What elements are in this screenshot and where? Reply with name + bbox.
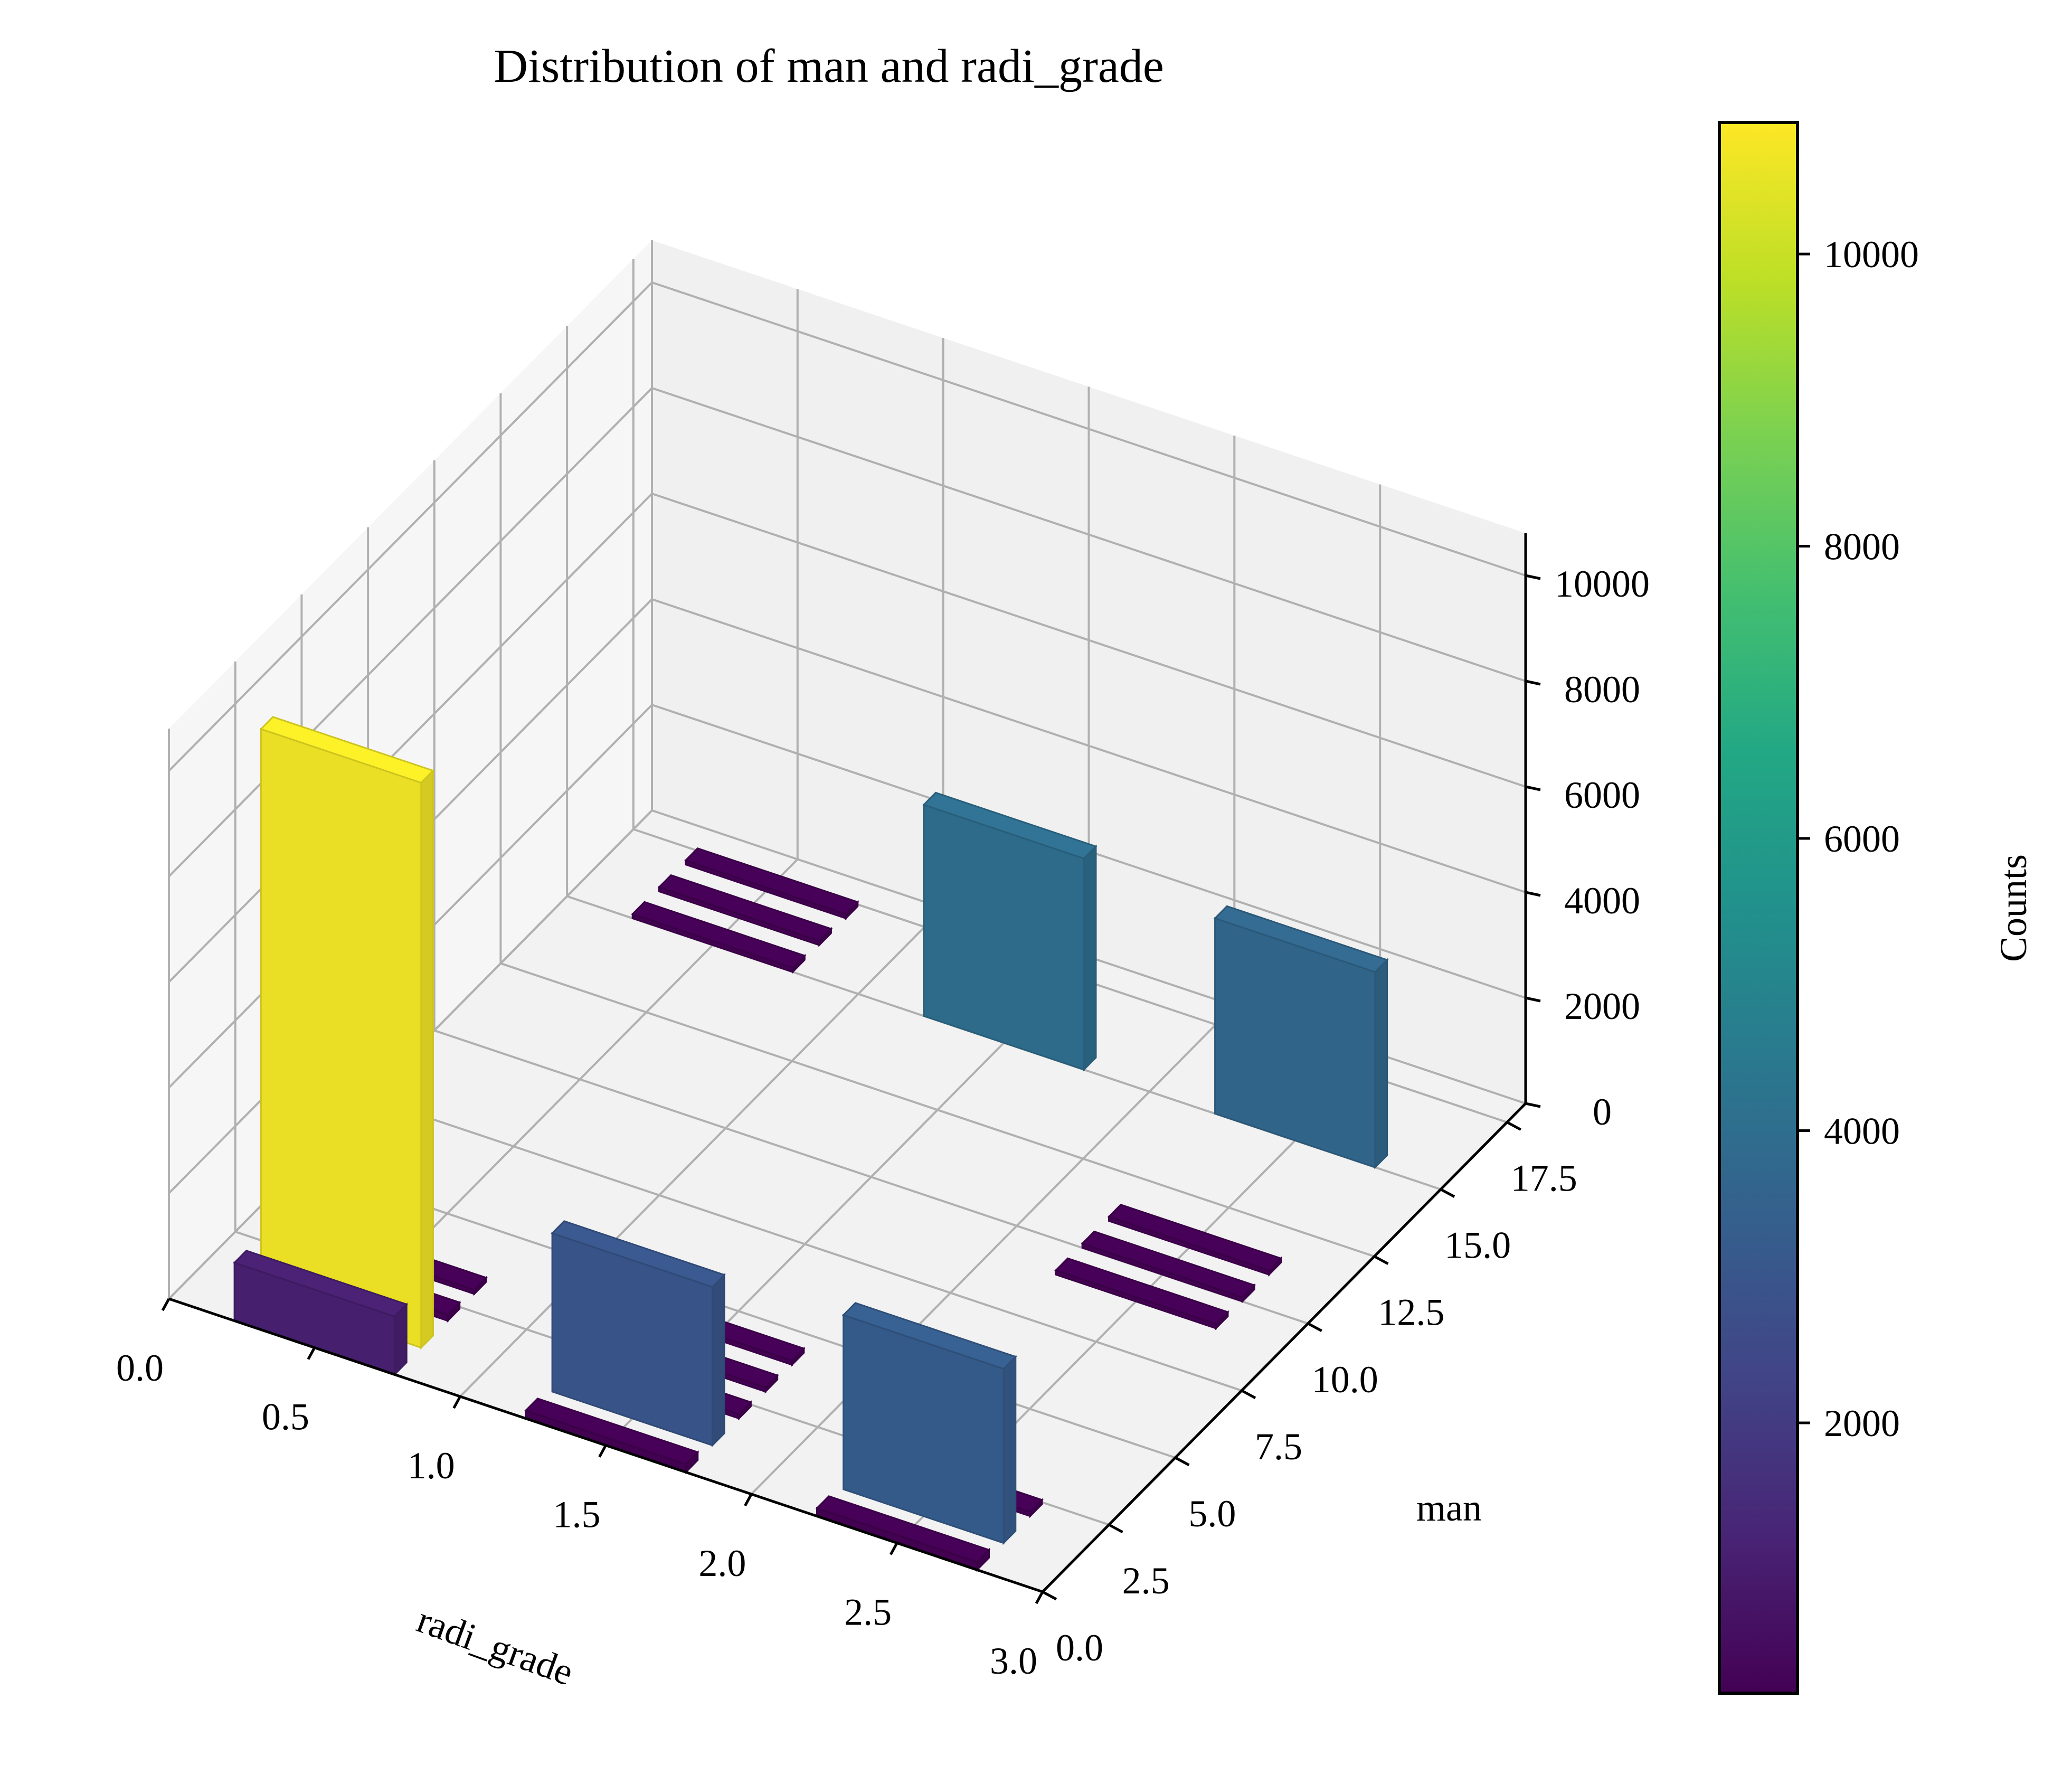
colorbar-gradient xyxy=(1718,121,1799,1695)
x-tick-label: 0.5 xyxy=(262,1396,309,1438)
bars xyxy=(233,716,1389,1572)
bar-side-face xyxy=(712,1273,725,1448)
y-tick-mark xyxy=(1108,1523,1123,1534)
x-tick-label: 2.5 xyxy=(844,1591,892,1634)
grid-line-z xyxy=(168,386,1526,877)
z-tick-mark xyxy=(1525,679,1541,686)
bar-top-face xyxy=(922,791,1098,860)
bar xyxy=(841,1302,1017,1545)
colorbar-tick-label: 8000 xyxy=(1824,526,1900,568)
y-tick-mark xyxy=(1506,1121,1521,1131)
bar-top-face xyxy=(1081,1230,1256,1298)
y-tick-mark xyxy=(1440,1188,1455,1198)
x-tick-mark xyxy=(598,1445,607,1458)
bar-side-face xyxy=(1083,844,1097,1072)
bar-top-face xyxy=(684,847,859,915)
y-tick-label: 0.0 xyxy=(1056,1627,1103,1669)
colorbar-label: Counts xyxy=(1992,854,2035,962)
colorbar-tick-label: 2000 xyxy=(1824,1402,1900,1445)
colorbar-tick-label: 6000 xyxy=(1824,818,1900,860)
bar-side-face xyxy=(1002,1355,1017,1545)
grid-line-z xyxy=(168,281,1526,772)
y-tick-label: 15.0 xyxy=(1444,1224,1511,1267)
x-tick-mark xyxy=(1035,1591,1044,1604)
bar xyxy=(631,901,807,974)
colorbar-tick-label: 4000 xyxy=(1824,1110,1900,1153)
bar-top-face xyxy=(841,1302,1017,1370)
colorbar-tick-label: 10000 xyxy=(1824,233,1919,276)
y-tick-label: 7.5 xyxy=(1255,1426,1302,1468)
bar-top-face xyxy=(233,1250,408,1318)
bar xyxy=(922,791,1098,1072)
z-tick-mark xyxy=(1525,785,1541,791)
bar-side-face xyxy=(1374,958,1388,1169)
z-tick-mark xyxy=(1525,891,1541,897)
bar xyxy=(551,1220,726,1448)
bar-top-face xyxy=(524,1398,699,1466)
y-axis-label: man xyxy=(1416,1487,1482,1529)
bar-top-face xyxy=(259,716,435,784)
bar-top-face xyxy=(657,874,833,942)
z-tick-label: 2000 xyxy=(1564,985,1640,1027)
x-tick-label: 2.0 xyxy=(698,1542,746,1584)
bar xyxy=(1081,1230,1256,1304)
bar-top-face xyxy=(1213,905,1389,973)
z-tick-label: 4000 xyxy=(1564,880,1640,922)
y-tick-mark xyxy=(1307,1322,1322,1332)
z-tick-mark xyxy=(1525,574,1541,580)
bar xyxy=(1213,905,1389,1169)
bar xyxy=(259,716,435,1350)
bar xyxy=(233,1250,408,1377)
y-tick-label: 2.5 xyxy=(1122,1560,1170,1602)
x-tick-label: 0.0 xyxy=(116,1347,164,1389)
y-axis-line xyxy=(1042,1102,1527,1593)
bar-top-face xyxy=(815,1495,991,1563)
x-tick-mark xyxy=(744,1493,753,1507)
y-tick-mark xyxy=(1374,1255,1389,1265)
bar xyxy=(1054,1257,1229,1330)
x-tick-mark xyxy=(307,1347,316,1360)
z-tick-label: 8000 xyxy=(1564,668,1640,711)
bar-top-face xyxy=(551,1220,726,1288)
colorbar: 2000 4000 6000 8000 10000 Counts xyxy=(1718,121,2035,1695)
z-tick-mark xyxy=(1525,1102,1541,1108)
bar xyxy=(684,847,859,921)
bar-side-face xyxy=(420,769,434,1350)
z-tick-label: 6000 xyxy=(1564,774,1640,816)
x-tick-label: 1.5 xyxy=(553,1494,601,1536)
z-tick-label: 0 xyxy=(1593,1091,1612,1133)
axes: 0.0 0.5 1.0 1.5 2.0 2.5 3.0 0.0 2.5 5.0 7.510.012.… xyxy=(116,533,1650,1682)
bar-top-face xyxy=(1107,1203,1283,1272)
x-tick-mark xyxy=(889,1542,898,1555)
x-axis-label: radi_grade xyxy=(412,1598,579,1693)
y-tick-mark xyxy=(1175,1456,1190,1467)
y-tick-label: 12.5 xyxy=(1378,1291,1444,1334)
y-tick-mark xyxy=(1241,1389,1256,1400)
x-tick-label: 3.0 xyxy=(990,1640,1037,1682)
bar-front-face xyxy=(260,728,422,1349)
z-tick-label: 10000 xyxy=(1555,563,1650,605)
x-tick-label: 1.0 xyxy=(408,1445,455,1487)
y-tick-label: 10.0 xyxy=(1312,1358,1378,1401)
chart-title: Distribution of man and radi_grade xyxy=(494,40,1164,92)
z-tick-mark xyxy=(1525,996,1541,1003)
y-tick-label: 17.5 xyxy=(1511,1157,1577,1200)
bar-top-face xyxy=(631,901,807,969)
bar xyxy=(1107,1203,1283,1277)
bar xyxy=(815,1495,991,1572)
x-tick-mark xyxy=(452,1395,461,1409)
y-tick-mark xyxy=(1042,1590,1057,1601)
bar xyxy=(657,874,833,947)
x-tick-mark xyxy=(161,1298,171,1311)
bar-top-face xyxy=(1054,1257,1229,1325)
y-tick-label: 5.0 xyxy=(1188,1493,1236,1535)
